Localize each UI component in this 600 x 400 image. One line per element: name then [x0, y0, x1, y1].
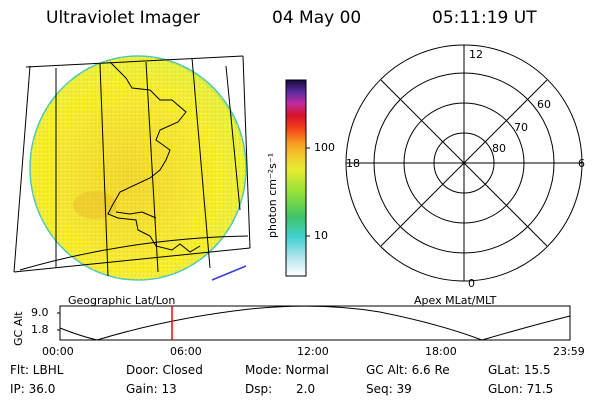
mode-status: Mode: Normal	[245, 363, 329, 377]
dsp-value: 2.0	[296, 382, 316, 396]
right-panel-caption: Apex MLat/MLT	[414, 294, 497, 307]
glat-status: GLat: 15.5	[488, 363, 551, 377]
altitude-axis-title: GC Alt	[12, 311, 25, 346]
mlat-label-80: 80	[492, 142, 506, 155]
altitude-curve	[59, 305, 571, 341]
door-status: Door: Closed	[126, 363, 203, 377]
mlat-label-70: 70	[514, 121, 528, 134]
limb-line	[211, 265, 247, 281]
filter-status: Flt: LBHL	[10, 363, 64, 377]
seq-status: Seq: 39	[366, 382, 412, 396]
ip-status: IP: 36.0	[10, 382, 56, 396]
altitude-ytick-1-8: 1.8	[31, 323, 49, 336]
time-tick-1200: 12:00	[297, 345, 329, 358]
mlat-label-60: 60	[537, 98, 551, 111]
colorbar-tick-10: 10	[314, 229, 328, 242]
time-label: 05:11:19 UT	[432, 8, 537, 28]
mlt-label-12: 12	[469, 48, 483, 61]
color-bar	[285, 79, 310, 277]
altitude-ytick-9: 9.0	[31, 306, 49, 319]
date-label: 04 May 00	[272, 8, 362, 28]
polar-plot	[345, 44, 583, 282]
earth-disk	[29, 55, 247, 281]
lat-lon-grid	[13, 55, 251, 277]
altitude-plot	[57, 305, 571, 341]
mlt-label-0: 0	[468, 277, 475, 290]
gc-alt-status: GC Alt: 6.6 Re	[366, 363, 450, 377]
time-tick-1800: 18:00	[425, 345, 457, 358]
colorbar-unit-label: photon cm⁻²s⁻¹	[266, 152, 279, 238]
mlt-label-6: 6	[578, 157, 585, 170]
colorbar-tick-100: 100	[314, 141, 335, 154]
mlt-label-18: 18	[346, 157, 360, 170]
app-title: Ultraviolet Imager	[46, 8, 200, 28]
glon-status: GLon: 71.5	[488, 382, 554, 396]
coastline	[107, 61, 201, 253]
left-panel-caption: Geographic Lat/Lon	[68, 294, 176, 307]
time-tick-2359: 23:59	[553, 345, 585, 358]
dsp-label: Dsp:	[245, 382, 273, 396]
time-tick-0000: 00:00	[42, 345, 74, 358]
gain-status: Gain: 13	[126, 382, 177, 396]
time-tick-0600: 06:00	[170, 345, 202, 358]
